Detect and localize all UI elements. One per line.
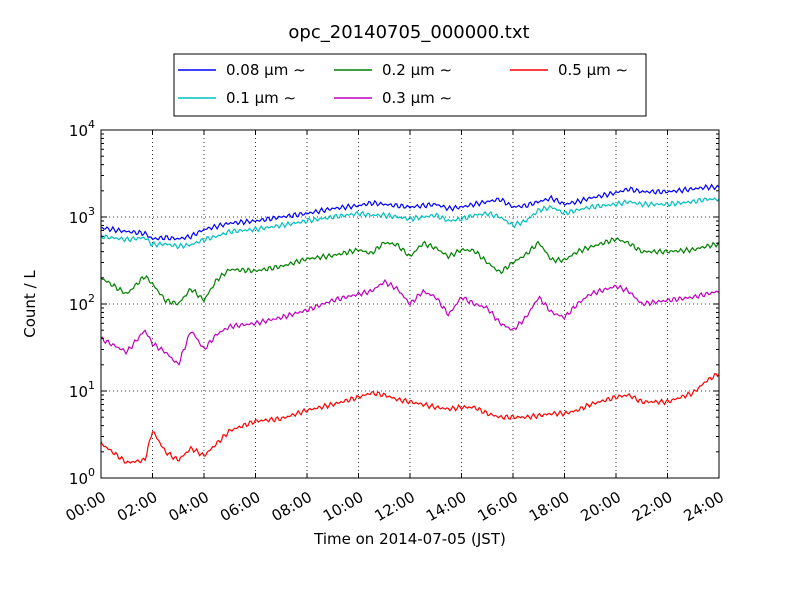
legend: 0.08 μm ∼ 0.1 μm ∼ 0.2 μm ∼ 0.3 μm ∼ 0.5 μm … [173,53,647,117]
x-axis-label: Time on 2014-07-05 (JST) [313,530,506,548]
series-layer [100,183,720,464]
series-line [100,237,720,306]
ticks [100,129,720,479]
legend-label: 0.1 μm ∼ [226,89,296,107]
series-line [100,278,720,367]
legend-label: 0.3 μm ∼ [382,89,452,107]
legend-box [173,53,647,117]
y-tick-label: 102 [69,292,95,314]
legend-label: 0.2 μm ∼ [382,61,452,79]
legend-label: 0.5 μm ∼ [558,61,628,79]
y-tick-label: 101 [69,379,95,401]
series-line [100,373,720,464]
legend-label: 0.08 μm ∼ [226,61,306,79]
y-tick-label: 100 [69,466,95,488]
y-tick-labels: 100 101 102 103 104 [69,118,95,488]
series-line [100,197,720,250]
chart-title: opc_20140705_000000.txt [288,22,529,43]
series-line [100,183,720,241]
y-tick-label: 104 [69,118,95,140]
y-axis-label: Count / L [21,270,39,338]
y-tick-label: 103 [69,205,95,227]
